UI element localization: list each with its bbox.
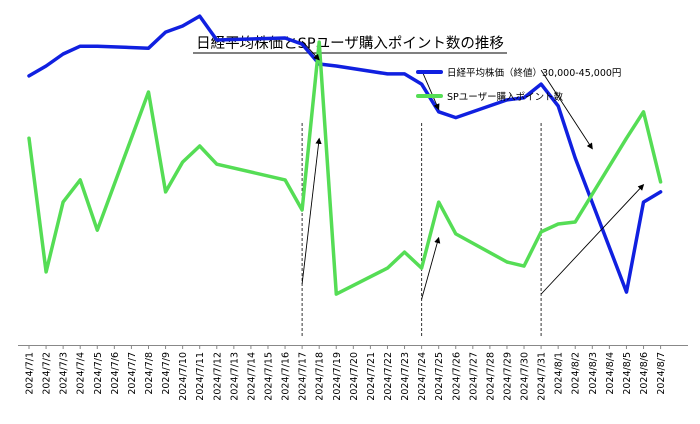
x-tick-label: 2024/8/1 <box>554 352 565 395</box>
x-tick-label: 2024/7/16 <box>281 352 292 401</box>
legend-label-sp-points: SPユーザー購入ポイント数 <box>447 91 564 103</box>
x-tick-label: 2024/7/7 <box>127 352 138 395</box>
x-tick-label: 2024/8/5 <box>622 352 633 395</box>
x-tick-label: 2024/7/28 <box>485 352 496 401</box>
x-tick-label: 2024/7/11 <box>195 352 206 401</box>
annotation-arrow-5 <box>540 184 645 295</box>
annotation-arrow-3 <box>421 236 441 300</box>
x-tick-label: 2024/7/14 <box>246 352 257 401</box>
x-tick-label: 2024/8/6 <box>639 352 650 395</box>
x-tick-label: 2024/7/19 <box>332 352 343 401</box>
x-axis: 2024/7/1 2024/7/2 2024/7/3 2024/7/4 2024/7/5… <box>18 345 688 401</box>
annotation-arrows <box>301 40 645 300</box>
x-tick-label: 2024/7/24 <box>417 352 428 401</box>
x-tick-label: 2024/7/22 <box>383 352 394 401</box>
x-tick-label: 2024/7/21 <box>366 352 377 401</box>
x-tick-label: 2024/7/13 <box>229 352 240 401</box>
x-tick-label: 2024/7/23 <box>400 352 411 401</box>
x-tick-label: 2024/8/4 <box>605 352 616 395</box>
x-tick-label: 2024/7/5 <box>93 352 104 395</box>
x-tick-label: 2024/7/20 <box>349 352 360 401</box>
x-tick-label: 2024/8/7 <box>656 352 667 395</box>
annotation-arrow-4 <box>540 69 593 150</box>
series-layer <box>27 14 663 296</box>
x-tick-label: 2024/7/4 <box>76 352 87 395</box>
x-tick-label: 2024/8/3 <box>588 352 599 395</box>
annotation-arrow-0 <box>301 40 320 61</box>
x-tick-label: 2024/7/15 <box>264 352 275 401</box>
x-tick-label: 2024/7/8 <box>144 352 155 395</box>
x-tick-label: 2024/7/6 <box>110 352 121 395</box>
legend-label-nikkei: 日経平均株価（終値）30,000-45,000円 <box>447 67 621 79</box>
x-tick-label: 2024/7/12 <box>212 352 223 401</box>
x-tick-label: 2024/7/30 <box>520 352 531 401</box>
x-tick-label: 2024/7/10 <box>178 352 189 401</box>
x-tick-label: 2024/7/17 <box>298 352 309 401</box>
x-tick-label: 2024/7/2 <box>42 352 53 395</box>
x-tick-label: 2024/7/3 <box>59 352 70 395</box>
x-tick-label: 2024/7/25 <box>434 352 445 401</box>
x-tick-label: 2024/7/31 <box>537 352 548 401</box>
x-tick-label: 2024/7/9 <box>161 352 172 395</box>
x-tick-label: 2024/7/18 <box>315 352 326 401</box>
x-tick-label: 2024/7/1 <box>25 352 36 395</box>
x-tick-label: 2024/8/2 <box>571 352 582 395</box>
x-tick-label: 2024/7/29 <box>503 352 514 401</box>
annotation-arrow-1 <box>301 137 322 284</box>
series-line-sp-points <box>27 40 663 296</box>
x-tick-label: 2024/7/27 <box>468 352 479 401</box>
series-line-nikkei <box>27 14 663 294</box>
x-tick-label: 2024/7/26 <box>451 352 462 401</box>
annotation-arrow-2 <box>421 69 440 111</box>
reference-lines <box>301 123 542 338</box>
legend: 日経平均株価（終値）30,000-45,000円 SPユーザー購入ポイント数 <box>416 67 621 103</box>
